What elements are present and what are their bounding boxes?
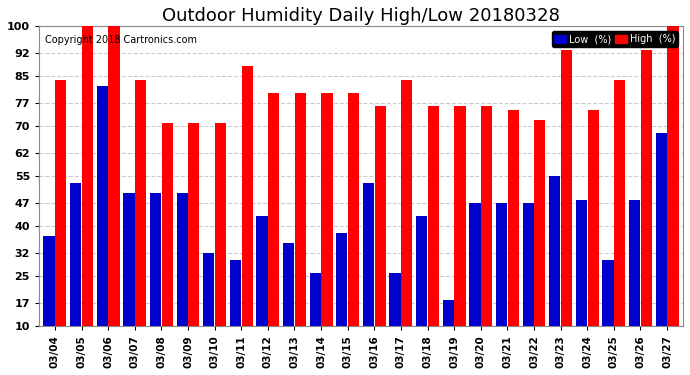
Bar [469,203,480,326]
Bar [295,93,306,326]
Bar [389,273,401,326]
Bar [416,216,427,326]
Bar [215,123,226,326]
Bar [203,253,215,326]
Bar [43,236,55,326]
Bar [401,80,413,326]
Bar [508,110,519,326]
Bar [667,27,678,326]
Bar [443,300,454,326]
Bar [97,86,108,326]
Bar [70,183,81,326]
Bar [363,183,374,326]
Bar [481,106,492,326]
Bar [82,27,93,326]
Bar [534,120,546,326]
Bar [602,260,613,326]
Bar [241,66,253,326]
Bar [348,93,359,326]
Bar [455,106,466,326]
Bar [322,93,333,326]
Bar [587,110,599,326]
Bar [283,243,294,326]
Bar [496,203,507,326]
Legend: Low  (%), High  (%): Low (%), High (%) [551,32,678,47]
Bar [561,50,572,326]
Bar [336,233,348,326]
Bar [656,133,667,326]
Bar [124,193,135,326]
Bar [641,50,652,326]
Bar [135,80,146,326]
Bar [55,80,66,326]
Title: Outdoor Humidity Daily High/Low 20180328: Outdoor Humidity Daily High/Low 20180328 [162,7,560,25]
Bar [614,80,625,326]
Bar [375,106,386,326]
Bar [310,273,321,326]
Text: Copyright 2018 Cartronics.com: Copyright 2018 Cartronics.com [46,36,197,45]
Bar [150,193,161,326]
Bar [188,123,199,326]
Bar [549,176,560,326]
Bar [177,193,188,326]
Bar [161,123,173,326]
Bar [575,200,587,326]
Bar [522,203,534,326]
Bar [428,106,439,326]
Bar [268,93,279,326]
Bar [230,260,241,326]
Bar [108,27,119,326]
Bar [257,216,268,326]
Bar [629,200,640,326]
